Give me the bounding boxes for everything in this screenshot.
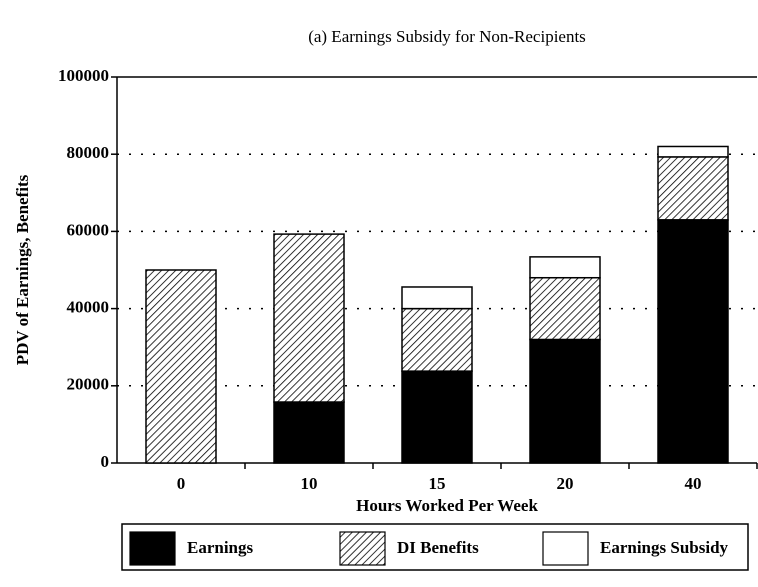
chart-title: (a) Earnings Subsidy for Non-Recipients [308,27,586,46]
x-tick-label: 10 [301,474,318,493]
bar-segment [657,145,729,158]
y-tick-label: 20000 [67,375,110,394]
bar-segment [401,307,473,372]
bar-segment [529,256,601,279]
y-tick-label: 80000 [67,143,110,162]
bar-segment [657,156,729,221]
bar-segment [401,370,473,464]
bar-segment [529,338,601,464]
bar-segment [657,219,729,464]
legend-label: Earnings [187,538,254,557]
x-axis-title: Hours Worked Per Week [356,496,538,515]
bar-segment [401,286,473,310]
legend-swatch [339,531,386,566]
legend-label: Earnings Subsidy [600,538,729,557]
y-tick-label: 40000 [67,298,110,317]
x-tick-label: 0 [177,474,186,493]
legend-swatch [129,531,176,566]
legend-label: DI Benefits [397,538,479,557]
x-tick-label: 40 [685,474,702,493]
legend-swatch [542,531,589,566]
y-tick-label: 100000 [58,66,109,85]
y-axis-title: PDV of Earnings, Benefits [13,174,32,365]
legend-box [121,523,749,571]
y-tick-label: 60000 [67,220,110,239]
x-tick-label: 20 [557,474,574,493]
bar-segment [273,233,345,403]
bar-segment [145,269,217,464]
y-tick-label: 0 [101,452,110,471]
x-tick-label: 15 [429,474,446,493]
bar-segment [273,401,345,464]
bar-segment [529,276,601,341]
